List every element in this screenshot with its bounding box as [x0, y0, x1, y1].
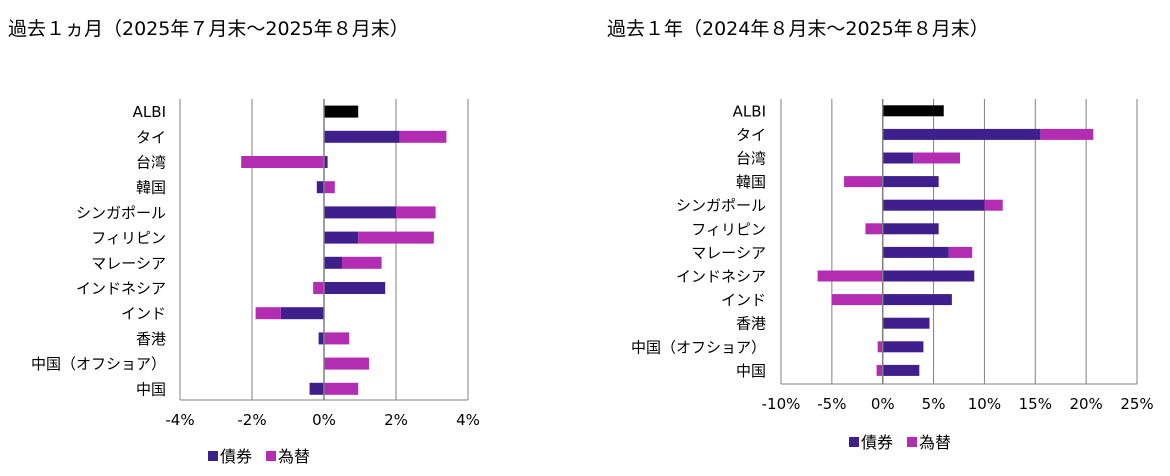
category-label: 中国 — [736, 362, 766, 380]
category-label: タイ — [736, 126, 766, 144]
legend: 債券 為替 — [849, 433, 951, 452]
chart-panel-1y: 過去１年（2024年８月末～2025年８月末） -10% -5% 0% 5% 10% 15… — [585, 0, 1170, 476]
bar-bond — [882, 128, 1041, 140]
bar-fx — [831, 294, 883, 306]
category-label: 台湾 — [736, 150, 766, 168]
category-label: 韓国 — [736, 173, 766, 191]
category-label: インド — [121, 305, 166, 323]
category-label: タイ — [136, 128, 166, 146]
bar-bond — [324, 206, 396, 219]
bar-fx — [342, 256, 382, 269]
legend-label-fx: 為替 — [919, 433, 951, 452]
category-label: シンガポール — [76, 204, 166, 222]
bar-fx — [324, 357, 369, 370]
legend-label-bond: 債券 — [861, 433, 893, 452]
legend: 債券 為替 — [208, 447, 310, 466]
x-tick-label: 5% — [922, 395, 946, 413]
bar-fx — [876, 364, 883, 376]
bar-bond — [318, 332, 324, 345]
chart-panel-1m: 過去１ヵ月（2025年７月末～2025年８月末） -4% -2% 0% 2% 4% ALB… — [8, 18, 480, 466]
bar-bond — [882, 246, 949, 258]
legend-swatch-fx — [907, 437, 917, 447]
category-label: シンガポール — [676, 197, 766, 215]
legend-swatch-bond — [849, 437, 859, 447]
x-tick-label: 10% — [968, 395, 1001, 413]
category-label: マレーシア — [691, 244, 766, 262]
bar-fx — [1040, 128, 1094, 140]
x-tick-label: 0% — [871, 395, 895, 413]
category-label: 中国（オフショア） — [31, 355, 166, 373]
bar-fx — [358, 231, 434, 244]
category-label: インドネシア — [676, 268, 766, 286]
category-label: 香港 — [136, 330, 166, 348]
category-label: 台湾 — [136, 154, 166, 172]
category-label: マレーシア — [91, 254, 166, 272]
bar-chart-1y: -10% -5% 0% 5% 10% 15% 20% 25% ALBI タイ台湾韓国シンガポールフ… — [631, 99, 1154, 452]
bar-fx — [324, 181, 335, 194]
category-label: ALBI — [133, 103, 166, 121]
bar-bond — [309, 382, 324, 395]
bar-fx — [396, 206, 436, 219]
bar-fx — [255, 307, 281, 320]
x-tick-label: 4% — [456, 411, 480, 429]
bar-bond — [324, 256, 342, 269]
bar-fx — [865, 223, 883, 235]
bar-fx — [313, 282, 324, 294]
x-tick-label: 2% — [384, 411, 408, 429]
bar-total — [882, 105, 944, 117]
x-tick-label: -2% — [237, 411, 266, 429]
bar-fx — [241, 156, 324, 168]
bar-bond — [882, 176, 939, 188]
category-label: フィリピン — [691, 220, 766, 238]
x-tick-label: 0% — [312, 411, 336, 429]
x-tick-label: -10% — [762, 395, 801, 413]
bar-bond — [882, 317, 930, 329]
category-label: インドネシア — [76, 280, 166, 298]
category-label: ALBI — [733, 102, 766, 120]
bar-bond — [324, 282, 386, 294]
bar-bond — [882, 364, 920, 376]
bar-bond — [882, 341, 924, 353]
bar-fx — [817, 270, 883, 282]
bar-bond — [882, 270, 975, 282]
x-tick-label: -4% — [165, 411, 194, 429]
chart-title: 過去１年（2024年８月末～2025年８月末） — [607, 18, 989, 40]
bar-bond — [324, 130, 400, 143]
bar-bond — [882, 294, 952, 306]
bar-fx — [844, 176, 883, 188]
bar-bond — [882, 223, 939, 235]
bar-bond — [882, 199, 985, 211]
bar-bond — [324, 231, 359, 244]
legend-label-bond: 債券 — [220, 447, 252, 466]
category-label: インド — [721, 291, 766, 309]
bar-chart-1m: -4% -2% 0% 2% 4% ALBI タイ台湾韓国シンガポールフィリピンマレーシアイン… — [31, 99, 480, 466]
bar-total — [324, 105, 359, 118]
x-tick-label: 20% — [1069, 395, 1102, 413]
bar-fx — [948, 246, 973, 258]
bar-fx — [984, 199, 1003, 211]
category-label: フィリピン — [91, 229, 166, 247]
category-label: 香港 — [736, 315, 766, 333]
x-tick-label: -5% — [817, 395, 846, 413]
legend-swatch-bond — [208, 451, 218, 461]
bar-bond — [316, 181, 324, 194]
bar-bond — [882, 152, 914, 164]
bar-fx — [324, 382, 359, 395]
bar-bond — [324, 156, 328, 168]
bar-fx — [913, 152, 961, 164]
chart-title: 過去１ヵ月（2025年７月末～2025年８月末） — [8, 18, 409, 40]
category-label: 中国（オフショア） — [631, 338, 766, 356]
legend-label-fx: 為替 — [278, 447, 310, 466]
category-label: 中国 — [136, 380, 166, 398]
bar-fx — [324, 332, 350, 345]
bar-fx — [399, 130, 447, 143]
x-tick-label: 25% — [1120, 395, 1153, 413]
bar-fx — [877, 341, 883, 353]
x-tick-label: 15% — [1019, 395, 1052, 413]
bar-bond — [280, 307, 324, 320]
legend-swatch-fx — [266, 451, 276, 461]
category-label: 韓国 — [136, 179, 166, 197]
